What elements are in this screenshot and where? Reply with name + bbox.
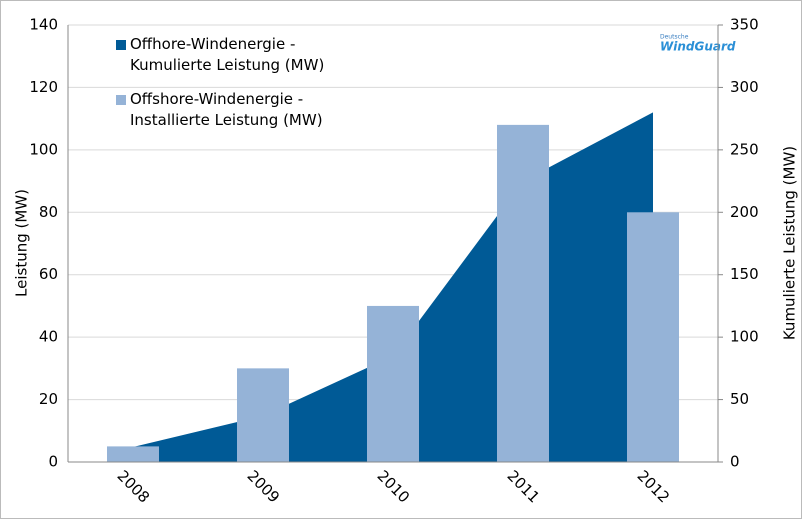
y-tick-label: 80: [39, 203, 58, 221]
legend-label: Offshore-Windenergie - Installierte Leis…: [130, 90, 323, 129]
logo: WindGuard: [660, 40, 736, 54]
y2-tick-label: 150: [730, 265, 759, 283]
plot: [107, 112, 679, 463]
y-tick-label: 0: [48, 453, 58, 471]
y2-tick-label: 200: [730, 203, 759, 221]
bar: [367, 305, 419, 462]
bar: [627, 212, 679, 462]
legend-item: Offshore-Windenergie - Installierte Leis…: [116, 89, 345, 131]
legend-swatch: [116, 95, 126, 105]
y-tick-label: 60: [39, 265, 58, 283]
bar: [497, 124, 549, 462]
logo-small: Deutsche: [660, 34, 689, 41]
y2-tick-label: 250: [730, 140, 759, 158]
y-tick-label: 140: [29, 16, 58, 34]
y-tick-label: 40: [39, 328, 58, 346]
x-tick-label: 2008: [113, 467, 153, 507]
y2-tick-label: 100: [730, 328, 759, 346]
y2-tick-label: 0: [730, 453, 740, 471]
y-tick-label: 100: [29, 140, 58, 158]
y2-tick-label: 300: [730, 78, 759, 96]
x-tick-label: 2012: [633, 467, 673, 507]
y2-tick-label: 50: [730, 390, 749, 408]
legend-item: Offhore-Windenergie - Kumulierte Leistun…: [116, 34, 345, 76]
x-tick-label: 2010: [373, 467, 413, 507]
legend-swatch: [116, 40, 126, 50]
y2-axis-title: Kumulierte Leistung (MW): [781, 146, 799, 340]
bar: [237, 368, 289, 462]
y-tick-label: 120: [29, 78, 58, 96]
y2-tick-label: 350: [730, 16, 759, 34]
y-tick-label: 20: [39, 390, 58, 408]
y-axis-title: Leistung (MW): [13, 189, 31, 297]
x-tick-label: 2009: [243, 467, 283, 507]
legend-label: Offhore-Windenergie - Kumulierte Leistun…: [130, 35, 325, 74]
bar: [107, 446, 159, 462]
x-tick-label: 2011: [503, 467, 543, 507]
